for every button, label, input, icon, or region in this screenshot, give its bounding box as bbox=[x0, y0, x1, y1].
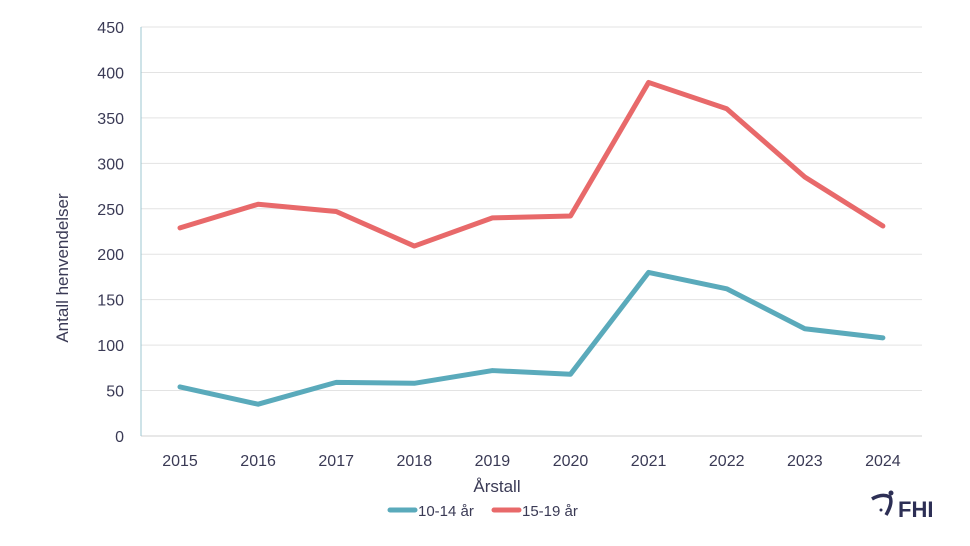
legend-label: 10-14 år bbox=[418, 503, 474, 520]
x-tick-label: 2018 bbox=[397, 453, 433, 470]
y-tick-label: 250 bbox=[97, 202, 124, 219]
y-axis-label: Antall henvendelser bbox=[53, 193, 72, 343]
y-tick-label: 400 bbox=[97, 65, 124, 82]
x-axis-label: Årstall bbox=[473, 477, 520, 496]
y-tick-label: 100 bbox=[97, 338, 124, 355]
fhi-logo-text: FHI bbox=[898, 497, 933, 522]
x-tick-label: 2024 bbox=[865, 453, 901, 470]
y-tick-label: 50 bbox=[106, 384, 124, 401]
fhi-logo-icon bbox=[871, 493, 893, 516]
fhi-logo: FHI bbox=[871, 490, 933, 522]
y-tick-label: 0 bbox=[115, 429, 124, 446]
series-line-15-19år bbox=[177, 79, 886, 249]
y-tick-label: 200 bbox=[97, 247, 124, 264]
x-tick-label: 2021 bbox=[631, 453, 667, 470]
x-tick-label: 2023 bbox=[787, 453, 823, 470]
y-tick-label: 300 bbox=[97, 156, 124, 173]
x-tick-label: 2016 bbox=[240, 453, 276, 470]
series-line-10-14år bbox=[177, 269, 886, 407]
x-tick-label: 2015 bbox=[162, 453, 198, 470]
legend-label: 15-19 år bbox=[522, 503, 578, 520]
x-tick-label: 2020 bbox=[553, 453, 589, 470]
x-tick-label: 2022 bbox=[709, 453, 745, 470]
x-tick-label: 2017 bbox=[318, 453, 354, 470]
y-tick-label: 450 bbox=[97, 20, 124, 37]
y-tick-label: 350 bbox=[97, 111, 124, 128]
y-tick-label: 150 bbox=[97, 293, 124, 310]
x-tick-label: 2019 bbox=[475, 453, 511, 470]
